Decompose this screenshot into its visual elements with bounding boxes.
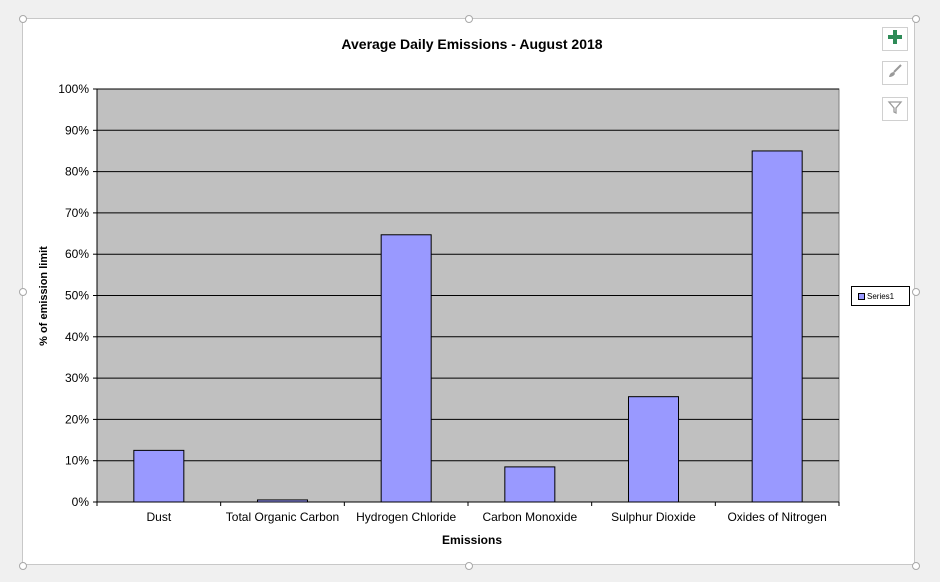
filter-icon [887,99,903,120]
x-axis: Dust Total Organic Carbon Hydrogen Chlorid… [96,501,840,524]
y-axis: 0% 10% 20% 30% 40% 50% 60% 70% 80% 90% 100% [58,82,98,509]
bar [380,234,432,503]
y-tick-label: 30% [65,371,89,385]
y-tick-label: 70% [65,206,89,220]
resize-handle-top-right[interactable] [912,15,920,23]
x-tick-label: Dust [146,510,171,524]
x-axis-title: Emissions [442,533,502,547]
y-tick-label: 60% [65,247,89,261]
x-tick-label: Hydrogen Chloride [356,510,456,524]
paintbrush-icon [887,63,903,84]
legend[interactable]: Series1 [851,286,910,306]
plus-icon [887,29,903,50]
resize-handle-middle-right[interactable] [912,288,920,296]
resize-handle-bottom-left[interactable] [19,562,27,570]
y-tick-label: 40% [65,330,89,344]
chart-styles-button[interactable] [882,61,908,85]
chart-elements-button[interactable] [882,27,908,51]
legend-label: Series1 [867,291,895,301]
y-tick-label: 100% [58,82,89,96]
chart-filters-button[interactable] [882,97,908,121]
resize-handle-bottom-center[interactable] [465,562,473,570]
x-tick-label: Carbon Monoxide [482,510,577,524]
x-tick-label: Total Organic Carbon [226,510,339,524]
y-tick-label: 80% [65,165,89,179]
x-tick-label: Oxides of Nitrogen [727,510,826,524]
gridlines [97,88,839,462]
resize-handle-top-left[interactable] [19,15,27,23]
resize-handle-top-center[interactable] [465,15,473,23]
x-tick-label: Sulphur Dioxide [611,510,696,524]
bars [133,150,803,503]
y-tick-label: 90% [65,123,89,137]
y-tick-label: 50% [65,289,89,303]
bar [751,150,803,503]
resize-handle-middle-left[interactable] [19,288,27,296]
legend-swatch [858,292,865,300]
resize-handle-bottom-right[interactable] [912,562,920,570]
y-tick-label: 20% [65,412,89,426]
y-tick-label: 10% [65,454,89,468]
bar [133,449,185,503]
y-tick-label: 0% [72,495,90,509]
chart-title: Average Daily Emissions - August 2018 [341,36,602,52]
bar [628,396,679,503]
bar [504,466,556,503]
y-axis-title: % of emission limit [38,246,50,346]
